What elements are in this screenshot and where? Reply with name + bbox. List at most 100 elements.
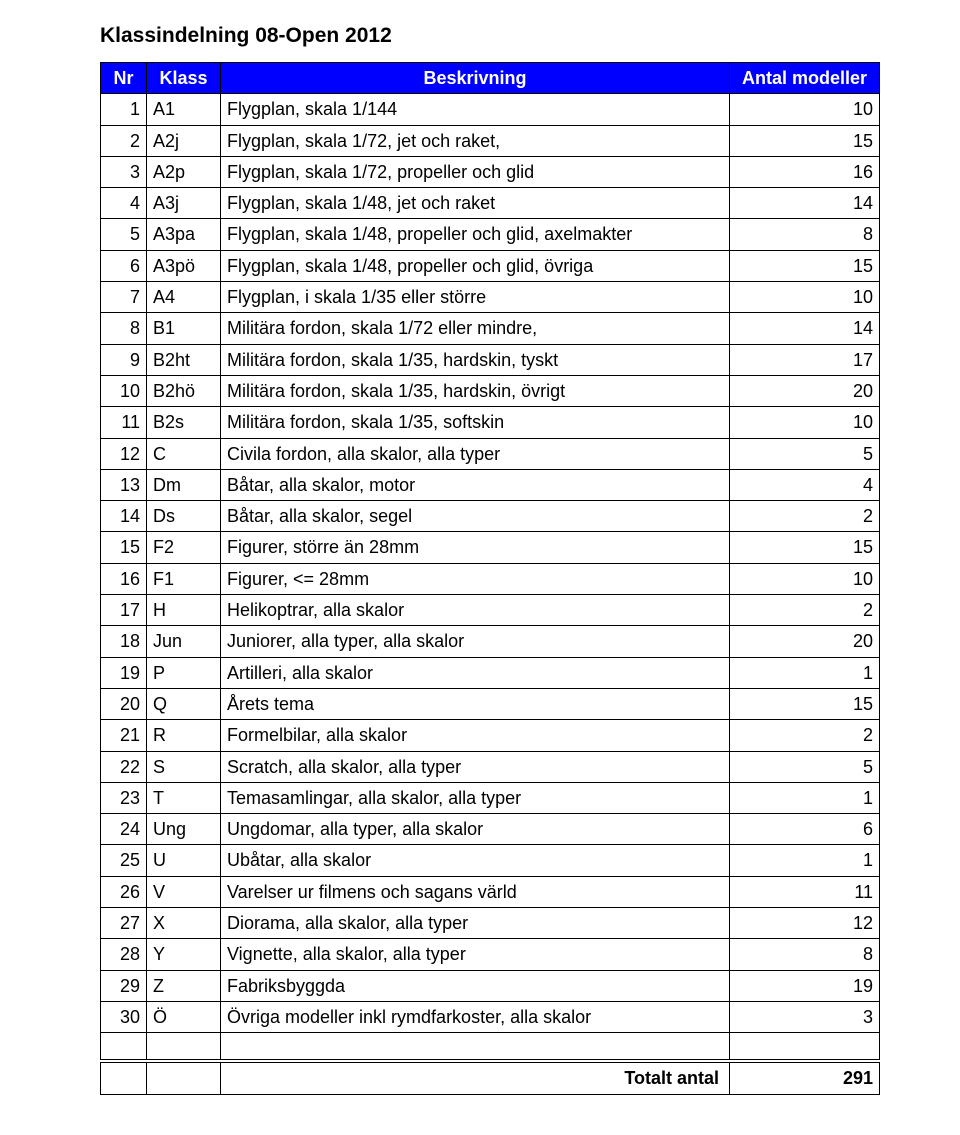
table-row: 24UngUngdomar, alla typer, alla skalor6 (101, 814, 880, 845)
table-row: 18JunJuniorer, alla typer, alla skalor20 (101, 626, 880, 657)
cell-klass: B2hö (147, 375, 221, 406)
cell-antal: 20 (730, 626, 880, 657)
total-blank (147, 1061, 221, 1094)
cell-nr: 26 (101, 876, 147, 907)
col-antal: Antal modeller (730, 63, 880, 94)
cell-nr: 17 (101, 595, 147, 626)
cell-klass: S (147, 751, 221, 782)
cell-nr: 6 (101, 250, 147, 281)
table-row: 11B2sMilitära fordon, skala 1/35, softsk… (101, 407, 880, 438)
cell-beskrivning: Militära fordon, skala 1/35, hardskin, ö… (221, 375, 730, 406)
cell-antal: 12 (730, 908, 880, 939)
cell-beskrivning: Ungdomar, alla typer, alla skalor (221, 814, 730, 845)
cell-klass: B1 (147, 313, 221, 344)
table-row: 23TTemasamlingar, alla skalor, alla type… (101, 782, 880, 813)
table-row: 1A1Flygplan, skala 1/14410 (101, 94, 880, 125)
cell-beskrivning: Militära fordon, skala 1/72 eller mindre… (221, 313, 730, 344)
table-row: 30ÖÖvriga modeller inkl rymdfarkoster, a… (101, 1001, 880, 1032)
cell-antal: 5 (730, 438, 880, 469)
class-table: Nr Klass Beskrivning Antal modeller 1A1F… (100, 62, 880, 1095)
cell-klass: A3pö (147, 250, 221, 281)
cell-klass: B2ht (147, 344, 221, 375)
cell-beskrivning: Civila fordon, alla skalor, alla typer (221, 438, 730, 469)
table-row: 25UUbåtar, alla skalor1 (101, 845, 880, 876)
cell-antal: 2 (730, 595, 880, 626)
cell-nr: 11 (101, 407, 147, 438)
cell-klass: A4 (147, 282, 221, 313)
col-beskrivning: Beskrivning (221, 63, 730, 94)
cell-klass: Q (147, 688, 221, 719)
table-row: 19PArtilleri, alla skalor1 (101, 657, 880, 688)
table-row: 3A2pFlygplan, skala 1/72, propeller och … (101, 156, 880, 187)
table-row: 2A2jFlygplan, skala 1/72, jet och raket,… (101, 125, 880, 156)
cell-nr: 25 (101, 845, 147, 876)
table-row: 7A4Flygplan, i skala 1/35 eller större10 (101, 282, 880, 313)
cell-klass: T (147, 782, 221, 813)
cell-beskrivning: Flygplan, skala 1/72, jet och raket, (221, 125, 730, 156)
cell-beskrivning: Artilleri, alla skalor (221, 657, 730, 688)
cell-beskrivning: Ubåtar, alla skalor (221, 845, 730, 876)
cell-nr: 10 (101, 375, 147, 406)
cell-nr: 21 (101, 720, 147, 751)
cell-antal: 3 (730, 1001, 880, 1032)
cell-antal: 19 (730, 970, 880, 1001)
cell-nr: 28 (101, 939, 147, 970)
cell-beskrivning: Båtar, alla skalor, motor (221, 469, 730, 500)
cell-nr: 19 (101, 657, 147, 688)
cell-beskrivning: Vignette, alla skalor, alla typer (221, 939, 730, 970)
cell-klass: A3j (147, 188, 221, 219)
table-row: 13DmBåtar, alla skalor, motor4 (101, 469, 880, 500)
cell-klass: X (147, 908, 221, 939)
cell-nr: 23 (101, 782, 147, 813)
cell-antal: 11 (730, 876, 880, 907)
cell-beskrivning: Formelbilar, alla skalor (221, 720, 730, 751)
table-row: 9B2htMilitära fordon, skala 1/35, hardsk… (101, 344, 880, 375)
table-row: 14DsBåtar, alla skalor, segel2 (101, 501, 880, 532)
cell-nr: 12 (101, 438, 147, 469)
cell-nr: 3 (101, 156, 147, 187)
cell-klass: F1 (147, 563, 221, 594)
cell-antal: 10 (730, 407, 880, 438)
cell-antal: 15 (730, 532, 880, 563)
cell-nr: 22 (101, 751, 147, 782)
total-label: Totalt antal (221, 1061, 730, 1094)
cell-klass: P (147, 657, 221, 688)
cell-antal: 6 (730, 814, 880, 845)
total-value: 291 (730, 1061, 880, 1094)
cell-klass: Ds (147, 501, 221, 532)
table-row: 6A3pöFlygplan, skala 1/48, propeller och… (101, 250, 880, 281)
cell-antal: 10 (730, 563, 880, 594)
cell-klass: Y (147, 939, 221, 970)
cell-nr: 29 (101, 970, 147, 1001)
cell-beskrivning: Militära fordon, skala 1/35, hardskin, t… (221, 344, 730, 375)
total-row: Totalt antal291 (101, 1061, 880, 1094)
cell-beskrivning: Årets tema (221, 688, 730, 719)
cell-nr: 1 (101, 94, 147, 125)
cell-antal: 2 (730, 720, 880, 751)
table-row: 8B1Militära fordon, skala 1/72 eller min… (101, 313, 880, 344)
table-header-row: Nr Klass Beskrivning Antal modeller (101, 63, 880, 94)
page-title: Klassindelning 08-Open 2012 (100, 24, 880, 48)
cell-antal: 17 (730, 344, 880, 375)
spacer-row (101, 1033, 880, 1062)
cell-nr: 5 (101, 219, 147, 250)
cell-beskrivning: Flygplan, skala 1/72, propeller och glid (221, 156, 730, 187)
cell-antal: 4 (730, 469, 880, 500)
cell-beskrivning: Fabriksbyggda (221, 970, 730, 1001)
cell-beskrivning: Flygplan, skala 1/48, jet och raket (221, 188, 730, 219)
cell-beskrivning: Flygplan, skala 1/144 (221, 94, 730, 125)
cell-antal: 8 (730, 219, 880, 250)
cell-klass: Ö (147, 1001, 221, 1032)
cell-beskrivning: Militära fordon, skala 1/35, softskin (221, 407, 730, 438)
cell-nr: 8 (101, 313, 147, 344)
table-row: 12CCivila fordon, alla skalor, alla type… (101, 438, 880, 469)
cell-antal: 10 (730, 94, 880, 125)
cell-antal: 14 (730, 188, 880, 219)
cell-klass: C (147, 438, 221, 469)
cell-nr: 4 (101, 188, 147, 219)
cell-nr: 16 (101, 563, 147, 594)
cell-klass: Z (147, 970, 221, 1001)
cell-beskrivning: Flygplan, i skala 1/35 eller större (221, 282, 730, 313)
cell-klass: A2p (147, 156, 221, 187)
cell-klass: B2s (147, 407, 221, 438)
